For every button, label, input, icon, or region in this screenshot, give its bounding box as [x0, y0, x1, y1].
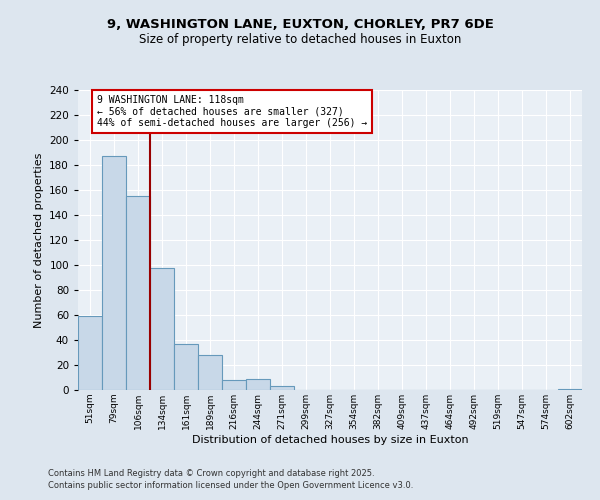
- Text: Contains public sector information licensed under the Open Government Licence v3: Contains public sector information licen…: [48, 481, 413, 490]
- Text: 9 WASHINGTON LANE: 118sqm
← 56% of detached houses are smaller (327)
44% of semi: 9 WASHINGTON LANE: 118sqm ← 56% of detac…: [97, 95, 367, 128]
- X-axis label: Distribution of detached houses by size in Euxton: Distribution of detached houses by size …: [191, 434, 469, 444]
- Text: Size of property relative to detached houses in Euxton: Size of property relative to detached ho…: [139, 32, 461, 46]
- Bar: [558, 389, 582, 390]
- Bar: [198, 355, 222, 390]
- Bar: [222, 380, 246, 390]
- Text: Contains HM Land Registry data © Crown copyright and database right 2025.: Contains HM Land Registry data © Crown c…: [48, 468, 374, 477]
- Bar: [150, 268, 174, 390]
- Bar: [270, 386, 294, 390]
- Bar: [174, 344, 198, 390]
- Bar: [102, 156, 126, 390]
- Y-axis label: Number of detached properties: Number of detached properties: [34, 152, 44, 328]
- Bar: [78, 316, 102, 390]
- Text: 9, WASHINGTON LANE, EUXTON, CHORLEY, PR7 6DE: 9, WASHINGTON LANE, EUXTON, CHORLEY, PR7…: [107, 18, 493, 30]
- Bar: [126, 196, 150, 390]
- Bar: [246, 379, 270, 390]
